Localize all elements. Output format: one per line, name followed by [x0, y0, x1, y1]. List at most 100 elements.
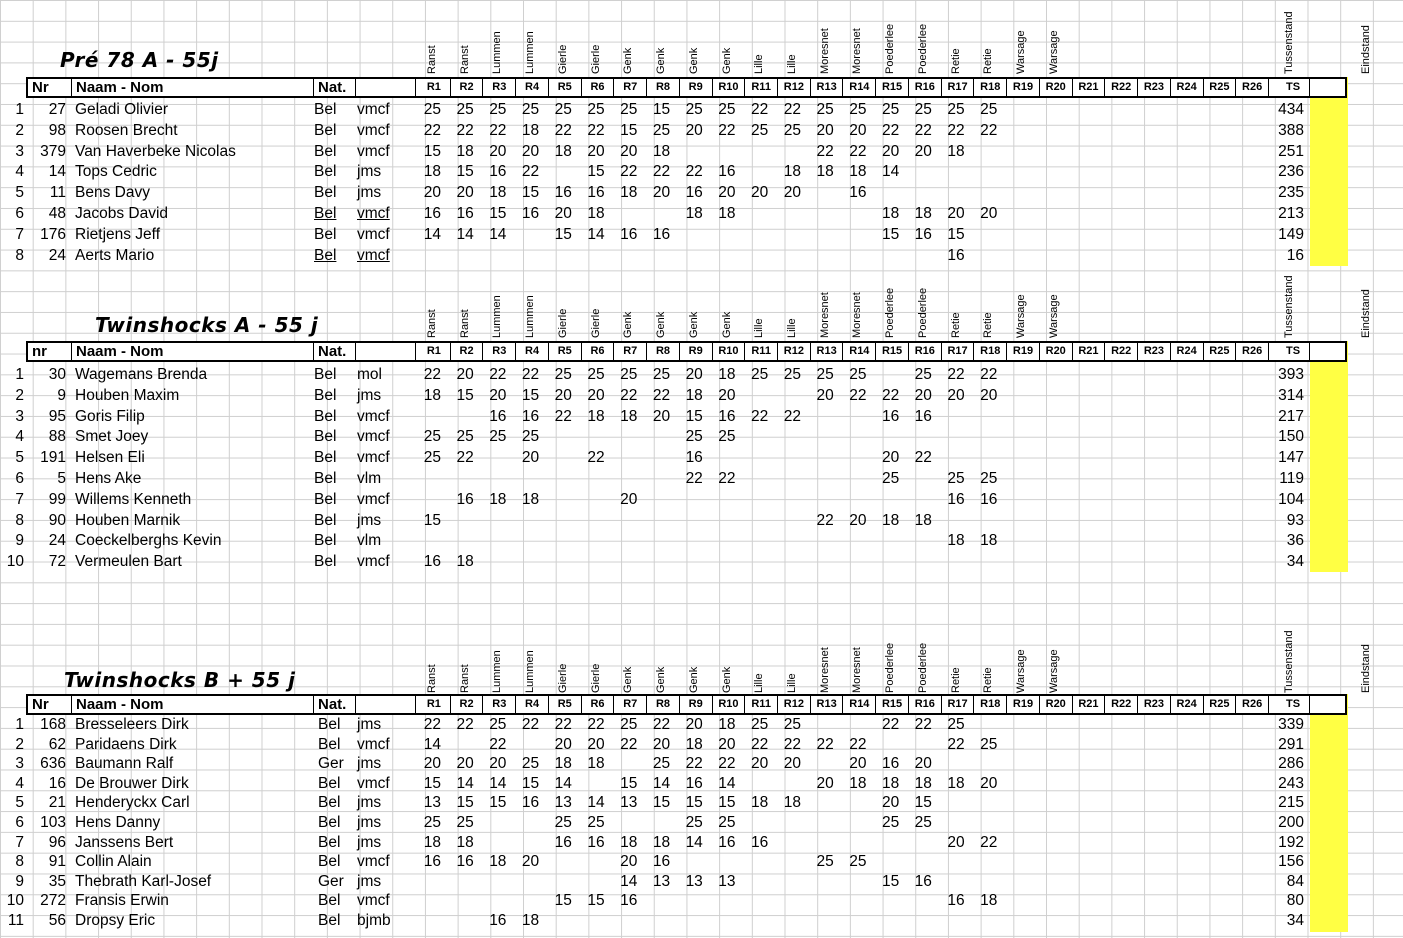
round-score: 18 — [947, 774, 965, 792]
round-score: 20 — [620, 853, 638, 871]
round-score: 16 — [554, 184, 572, 202]
round-score: 22 — [718, 121, 736, 139]
rider-nationality: Ger — [318, 755, 344, 773]
rider-nationality: Bel — [318, 853, 341, 871]
venue-label: Genk — [720, 666, 733, 693]
section-title: Pré 78 A - 55j — [60, 48, 219, 72]
header-round: R25 — [1204, 79, 1237, 96]
header-round: R23 — [1138, 696, 1171, 713]
row-position: 1 — [15, 366, 24, 383]
header-round: R9 — [680, 696, 713, 713]
round-score: 22 — [816, 735, 834, 753]
rider-number: 24 — [48, 246, 66, 264]
venue-label: Retie — [949, 312, 962, 338]
round-score: 25 — [685, 814, 703, 831]
header-round: R12 — [778, 79, 811, 96]
round-score: 18 — [456, 142, 474, 160]
round-score: 16 — [652, 225, 671, 243]
header-nat: Nat. — [314, 79, 356, 96]
header-round: R18 — [974, 696, 1008, 713]
header-round: R16 — [909, 696, 942, 713]
round-score: 25 — [881, 101, 900, 118]
round-score: 20 — [521, 142, 540, 160]
venue-label: Genk — [687, 666, 700, 693]
total-score: 104 — [1278, 490, 1304, 508]
round-score: 18 — [783, 794, 801, 812]
round-score: 25 — [423, 101, 441, 118]
venue-label: Gierle — [589, 308, 602, 338]
round-score: 16 — [423, 205, 441, 222]
table-row: 5 11 Bens Davy Bel jms 20 20 18 15 16 16 18 20 16 20 20… — [0, 183, 1403, 203]
round-score: 15 — [521, 184, 540, 202]
round-score: 14 — [489, 774, 507, 792]
header-round: R3 — [483, 696, 517, 713]
header-nr: Nr — [28, 696, 72, 713]
round-score: 25 — [849, 853, 867, 871]
header-round: R26 — [1236, 79, 1269, 96]
round-score: 25 — [816, 101, 834, 118]
round-score: 20 — [587, 735, 605, 753]
round-score: 25 — [783, 121, 801, 139]
rider-nationality: Bel — [318, 892, 341, 910]
round-score: 25 — [881, 470, 900, 487]
header-round: R12 — [778, 696, 811, 713]
rider-name: Bresseleers Dirk — [75, 716, 189, 733]
round-score: 18 — [914, 205, 932, 222]
round-score: 16 — [980, 490, 998, 508]
round-score: 22 — [620, 735, 638, 753]
row-position: 7 — [15, 225, 24, 243]
round-score: 22 — [620, 386, 638, 404]
round-score: 18 — [881, 511, 900, 529]
round-score: 18 — [587, 407, 605, 425]
round-score: 25 — [849, 366, 867, 383]
round-score: 22 — [718, 755, 736, 773]
round-score: 25 — [947, 716, 965, 733]
round-score: 25 — [456, 428, 474, 446]
round-score: 25 — [652, 366, 671, 383]
table-header: Nr Naam - Nom Nat. R1 R2 R3 R4 R5 R6 R7 R8 R9 R10 R11… — [26, 694, 1347, 715]
round-score: 15 — [947, 225, 965, 243]
round-score: 15 — [489, 794, 507, 812]
header-round: R13 — [811, 343, 844, 360]
round-score: 20 — [816, 121, 834, 139]
table-row: 2 9 Houben Maxim Bel jms 18 15 20 15 20 20 22 22 18 20… — [0, 386, 1403, 406]
round-score: 14 — [587, 225, 605, 243]
round-score: 20 — [980, 386, 998, 404]
round-score: 18 — [423, 163, 441, 181]
row-position: 11 — [7, 912, 24, 929]
row-position: 9 — [15, 532, 24, 550]
venue-label: Lille — [786, 318, 799, 338]
round-score: 20 — [718, 184, 736, 202]
round-score: 25 — [914, 101, 932, 118]
rider-name: Collin Alain — [75, 853, 152, 871]
rider-club: vmcf — [357, 428, 390, 446]
round-score: 15 — [652, 794, 671, 812]
table-row: 4 16 De Brouwer Dirk Bel vmcf 15 14 14 15 14 15 14 1… — [0, 774, 1403, 794]
venue-label: Genk — [655, 311, 668, 338]
header-round: R6 — [582, 696, 615, 713]
venue-label: Gierle — [589, 663, 602, 693]
venue-label: Genk — [655, 47, 668, 74]
rider-name: Rietjens Jeff — [75, 225, 161, 243]
rider-number: 379 — [40, 142, 66, 160]
total-score: 93 — [1286, 511, 1304, 529]
rider-number: 14 — [48, 163, 66, 181]
round-score: 22 — [620, 163, 638, 181]
table-row: 5 191 Helsen Eli Bel vmcf 25 22 20 22 16 20 22 147 — [0, 448, 1403, 468]
header-round: R19 — [1007, 79, 1040, 96]
rider-name: Fransis Erwin — [75, 892, 169, 910]
venue-label: Warsage — [1047, 649, 1060, 693]
row-position: 9 — [15, 872, 24, 890]
round-score: 25 — [587, 101, 605, 118]
round-score: 22 — [816, 142, 834, 160]
venue-label: Gierle — [556, 308, 569, 338]
total-score: 251 — [1278, 142, 1304, 160]
round-score: 20 — [881, 794, 900, 812]
total-score: 36 — [1286, 532, 1304, 550]
header-round: R9 — [680, 79, 713, 96]
rider-club: jms — [357, 511, 382, 529]
header-round: R20 — [1040, 79, 1073, 96]
round-score: 18 — [947, 142, 965, 160]
round-score: 20 — [652, 184, 671, 202]
round-score: 16 — [423, 853, 441, 871]
